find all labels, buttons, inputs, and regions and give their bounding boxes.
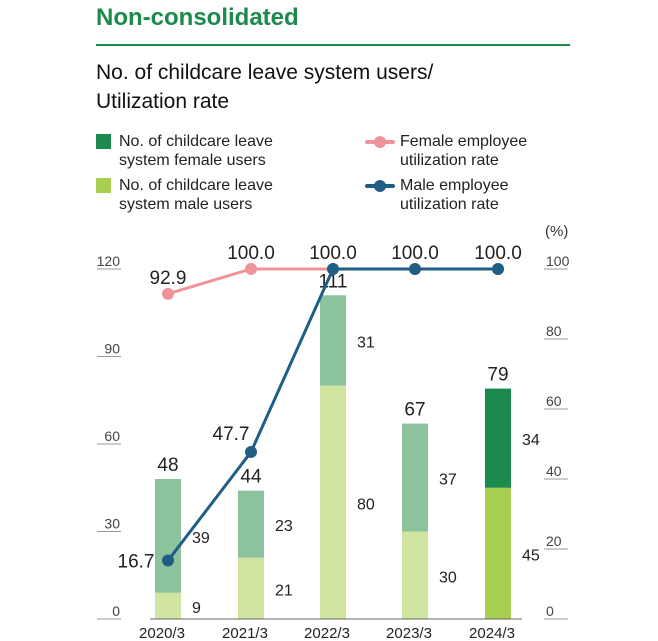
female-users-value-label: 34 <box>522 432 540 449</box>
total-users-label: 48 <box>157 455 178 476</box>
right-axis-unit: (%) <box>545 223 568 240</box>
female-users-bar <box>402 423 428 532</box>
male-rate-point <box>327 263 339 275</box>
female-users-bar <box>238 490 264 558</box>
legend-male-rate-marker <box>365 180 395 192</box>
female-users-value-label: 23 <box>275 518 293 535</box>
male-rate-point <box>492 263 504 275</box>
male-users-bar <box>155 592 181 619</box>
x-axis-category-label: 2022/3 <box>304 625 350 641</box>
female-rate-value-label: 100.0 <box>474 243 522 264</box>
legend-female-rate-line-1: Female employee <box>400 133 528 150</box>
left-axis-tick-label: 90 <box>104 341 120 357</box>
x-axis-category-label: 2020/3 <box>139 625 185 641</box>
chart-title-line-1: No. of childcare leave system users/ <box>96 61 434 84</box>
female-users-bar <box>320 295 346 386</box>
legend-female-users: No. of childcare leave system female use… <box>119 132 273 170</box>
right-axis-tick-label: 80 <box>546 323 562 339</box>
left-axis-tick-label: 120 <box>97 253 121 269</box>
legend-male-users-swatch <box>96 178 111 193</box>
total-users-label: 67 <box>404 400 425 421</box>
female-rate-point <box>162 287 174 300</box>
right-axis-tick-label: 40 <box>546 463 562 479</box>
right-axis-tick-label: 60 <box>546 393 562 409</box>
female-users-value-label: 31 <box>357 334 375 351</box>
female-users-value-label: 37 <box>439 472 457 489</box>
female-users-bar <box>155 479 181 593</box>
legend-female-users-line-1: No. of childcare leave <box>119 133 273 150</box>
x-axis-category-label: 2024/3 <box>469 625 515 641</box>
male-users-value-label: 45 <box>522 547 540 564</box>
legend-female-users-swatch <box>96 134 111 149</box>
total-users-label: 79 <box>487 365 508 386</box>
male-users-bar <box>320 385 346 619</box>
right-axis-tick-label: 100 <box>546 253 570 269</box>
male-rate-point <box>162 554 174 567</box>
legend-female-rate: Female employee utilization rate <box>400 132 527 170</box>
female-rate-value-label: 100.0 <box>391 243 439 264</box>
total-users-label: 44 <box>240 467 262 488</box>
page-heading: Non-consolidated <box>96 4 299 31</box>
x-axis-category-label: 2021/3 <box>222 625 268 641</box>
legend-male-users-line-2: system male users <box>119 196 253 213</box>
x-axis-category-label: 2023/3 <box>386 625 432 641</box>
legend-male-users-line-1: No. of childcare leave <box>119 177 273 194</box>
chart-title: No. of childcare leave system users/ Uti… <box>96 58 433 116</box>
male-rate-value-label: 47.7 <box>213 424 250 445</box>
female-rate-value-label: 100.0 <box>309 243 357 264</box>
female-users-bar <box>485 388 511 488</box>
left-axis-tick-label: 60 <box>104 428 120 444</box>
legend-male-users: No. of childcare leave system male users <box>119 176 273 214</box>
heading-rule <box>96 44 570 46</box>
right-axis-tick-label: 0 <box>546 603 554 619</box>
male-users-value-label: 30 <box>439 569 457 586</box>
male-rate-point <box>245 446 257 459</box>
female-rate-value-label: 92.9 <box>150 268 187 289</box>
legend-female-rate-marker <box>365 136 395 148</box>
male-users-value-label: 9 <box>192 600 201 617</box>
male-users-bar <box>238 557 264 619</box>
chart-title-line-2: Utilization rate <box>96 90 230 113</box>
legend-male-rate-line-1: Male employee <box>400 177 509 194</box>
legend-male-rate-line-2: utilization rate <box>400 196 499 213</box>
left-axis-tick-label: 30 <box>104 516 120 532</box>
male-users-bar <box>485 487 511 619</box>
left-axis-tick-label: 0 <box>112 603 120 619</box>
legend-male-rate: Male employee utilization rate <box>400 176 509 214</box>
male-users-value-label: 21 <box>275 582 293 599</box>
male-rate-value-label: 16.7 <box>118 552 155 573</box>
right-axis-tick-label: 20 <box>546 533 562 549</box>
male-users-bar <box>402 531 428 619</box>
female-rate-value-label: 100.0 <box>227 243 275 264</box>
legend-female-users-line-2: system female users <box>119 152 266 169</box>
female-users-value-label: 39 <box>192 530 210 547</box>
male-users-value-label: 80 <box>357 496 375 513</box>
legend-female-rate-line-2: utilization rate <box>400 152 499 169</box>
female-rate-point <box>245 263 257 275</box>
male-rate-point <box>409 263 421 275</box>
